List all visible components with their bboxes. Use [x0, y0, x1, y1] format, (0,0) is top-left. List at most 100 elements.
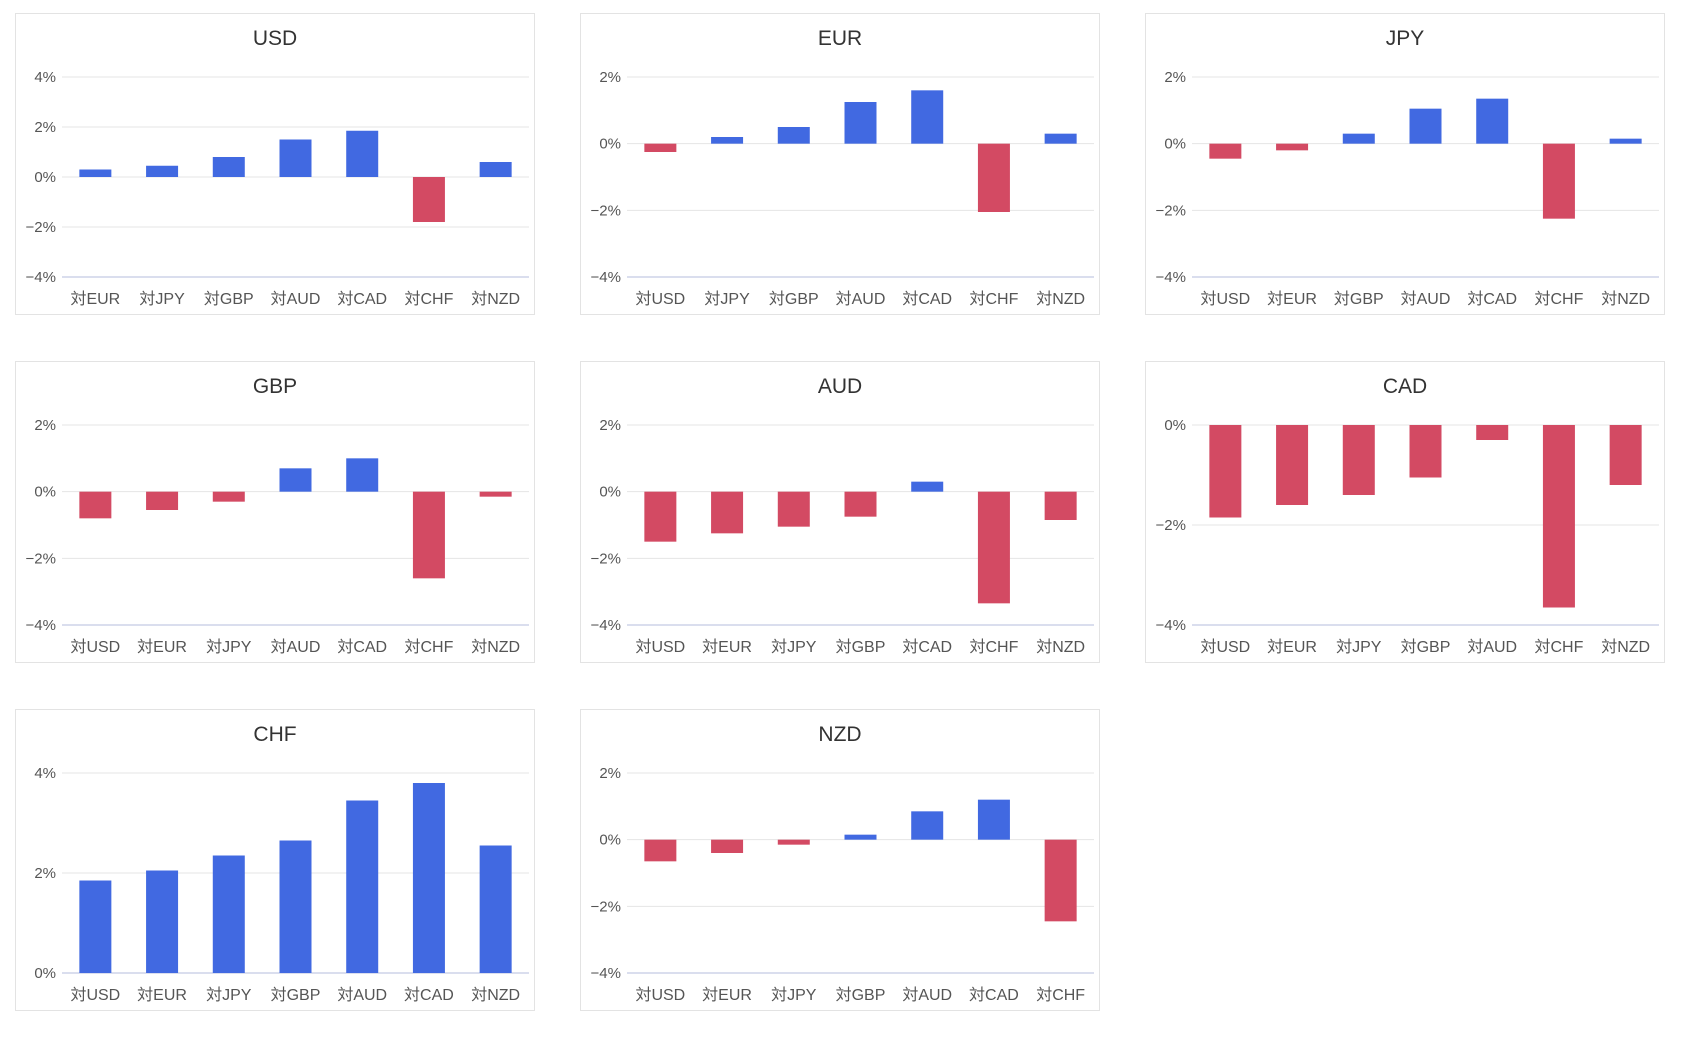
- bar-対AUD: [911, 811, 944, 840]
- x-category-label: 対AUD: [902, 986, 952, 1004]
- y-tick-label: 4%: [34, 69, 56, 86]
- bar-対NZD: [479, 162, 512, 177]
- bar-対GBP: [212, 157, 245, 177]
- chart-svg: EUR 2% 0% −2% −4% 対USD 対JPY 対GBP 対AUD 対CAD 対CHF 対NZ…: [591, 27, 1094, 308]
- y-tick-label: 0%: [34, 965, 56, 982]
- x-category-label: 対CAD: [902, 290, 952, 308]
- x-category-label: 対EUR: [137, 986, 187, 1004]
- y-tick-label: −4%: [591, 965, 621, 982]
- bar-対GBP: [279, 840, 312, 973]
- bar-対CHF: [412, 177, 445, 222]
- bar-対JPY: [212, 491, 245, 502]
- x-category-label: 対USD: [70, 638, 120, 656]
- x-category-label: 対JPY: [206, 638, 252, 656]
- bar-対EUR: [79, 169, 112, 177]
- x-category-label: 対CHF: [404, 290, 453, 308]
- bar-対AUD: [346, 800, 379, 973]
- chart-panel-eur: EUR 2% 0% −2% −4% 対USD 対JPY 対GBP 対AUD 対CAD 対CHF 対NZ…: [580, 13, 1100, 315]
- y-tick-label: −4%: [591, 269, 621, 286]
- x-category-label: 対CHF: [1534, 638, 1583, 656]
- y-tick-label: 4%: [34, 765, 56, 782]
- chart-svg: JPY 2% 0% −2% −4% 対USD 対EUR 対GBP 対AUD 対CAD 対CHF 対NZ…: [1156, 27, 1659, 308]
- y-tick-label: −2%: [26, 219, 56, 236]
- x-category-label: 対JPY: [704, 290, 750, 308]
- y-tick-label: 2%: [1164, 69, 1186, 86]
- x-category-label: 対USD: [635, 638, 685, 656]
- bar-対EUR: [711, 491, 744, 534]
- y-tick-label: 0%: [34, 169, 56, 186]
- bar-対USD: [1209, 425, 1242, 518]
- y-tick-label: 2%: [599, 765, 621, 782]
- bar-対NZD: [1609, 425, 1642, 485]
- x-category-label: 対JPY: [206, 986, 252, 1004]
- bar-対AUD: [844, 102, 877, 144]
- chart-panel-aud: AUD 2% 0% −2% −4% 対USD 対EUR 対JPY 対GBP 対CAD 対CHF 対NZ…: [580, 361, 1100, 663]
- x-category-label: 対CHF: [404, 638, 453, 656]
- bar-対JPY: [212, 855, 245, 973]
- bar-対GBP: [1409, 425, 1442, 478]
- x-category-label: 対USD: [635, 986, 685, 1004]
- chart-svg: NZD 2% 0% −2% −4% 対USD 対EUR 対JPY 対GBP 対AUD 対CAD 対CH…: [591, 723, 1094, 1004]
- chart-panel-gbp: GBP 2% 0% −2% −4% 対USD 対EUR 対JPY 対AUD 対CAD 対CHF 対NZ…: [15, 361, 535, 663]
- bar-対JPY: [777, 839, 810, 845]
- x-category-label: 対CHF: [1036, 986, 1085, 1004]
- x-category-label: 対CHF: [969, 290, 1018, 308]
- x-category-label: 対EUR: [1267, 290, 1317, 308]
- x-category-label: 対AUD: [271, 638, 321, 656]
- bar-対USD: [644, 491, 677, 542]
- bar-対NZD: [1044, 491, 1077, 520]
- chart-panel-usd: USD 4% 2% 0% −2% −4% 対EUR 対JPY 対GBP 対AUD 対CAD 対CHF 対…: [15, 13, 535, 315]
- y-tick-label: 0%: [599, 136, 621, 153]
- bar-対USD: [79, 880, 112, 973]
- chart-panel-cad: CAD 0% −2% −4% 対USD 対EUR 対JPY 対GBP 対AUD 対CHF 対NZD: [1145, 361, 1665, 663]
- x-category-label: 対AUD: [1401, 290, 1451, 308]
- bar-対USD: [644, 143, 677, 152]
- bar-対NZD: [479, 845, 512, 973]
- x-category-label: 対CAD: [337, 290, 387, 308]
- chart-svg: CAD 0% −2% −4% 対USD 対EUR 対JPY 対GBP 対AUD 対CHF 対NZD: [1156, 375, 1659, 656]
- x-category-label: 対JPY: [139, 290, 185, 308]
- bar-対JPY: [146, 165, 179, 177]
- bar-対JPY: [711, 137, 744, 144]
- bar-対GBP: [844, 834, 877, 840]
- y-tick-label: 0%: [599, 832, 621, 849]
- chart-title: AUD: [818, 375, 862, 398]
- bar-対CAD: [412, 783, 445, 973]
- bar-対CHF: [1542, 143, 1575, 219]
- chart-svg: AUD 2% 0% −2% −4% 対USD 対EUR 対JPY 対GBP 対CAD 対CHF 対NZ…: [591, 375, 1094, 656]
- x-category-label: 対JPY: [1336, 638, 1382, 656]
- x-category-label: 対GBP: [1401, 638, 1451, 656]
- x-category-label: 対NZD: [471, 290, 520, 308]
- bar-対AUD: [1409, 108, 1442, 144]
- y-tick-label: −4%: [1156, 269, 1186, 286]
- x-category-label: 対USD: [70, 986, 120, 1004]
- bar-対CAD: [911, 481, 944, 492]
- chart-svg: CHF 4% 2% 0% 対USD 対EUR 対JPY 対GBP 対AUD 対CAD 対NZD: [34, 723, 529, 1004]
- bar-対CAD: [346, 458, 379, 492]
- x-category-label: 対JPY: [771, 638, 817, 656]
- y-tick-label: 0%: [1164, 136, 1186, 153]
- x-category-label: 対AUD: [836, 290, 886, 308]
- chart-title: USD: [253, 27, 297, 50]
- x-category-label: 対AUD: [337, 986, 387, 1004]
- chart-title: NZD: [818, 723, 861, 746]
- bar-対GBP: [777, 127, 810, 144]
- x-category-label: 対AUD: [271, 290, 321, 308]
- x-category-label: 対EUR: [137, 638, 187, 656]
- x-category-label: 対JPY: [771, 986, 817, 1004]
- x-category-label: 対NZD: [471, 638, 520, 656]
- x-category-label: 対USD: [635, 290, 685, 308]
- x-category-label: 対GBP: [769, 290, 819, 308]
- bar-対NZD: [1609, 138, 1642, 144]
- bar-対CAD: [1476, 98, 1509, 144]
- y-tick-label: −2%: [1156, 517, 1186, 534]
- chart-panel-chf: CHF 4% 2% 0% 対USD 対EUR 対JPY 対GBP 対AUD 対CAD 対NZD: [15, 709, 535, 1011]
- x-category-label: 対NZD: [1036, 290, 1085, 308]
- x-category-label: 対CAD: [902, 638, 952, 656]
- x-category-label: 対CAD: [969, 986, 1019, 1004]
- y-tick-label: −2%: [591, 202, 621, 219]
- bar-対CAD: [346, 130, 379, 177]
- chart-title: JPY: [1386, 27, 1425, 50]
- x-category-label: 対EUR: [702, 986, 752, 1004]
- bar-対EUR: [1276, 143, 1309, 151]
